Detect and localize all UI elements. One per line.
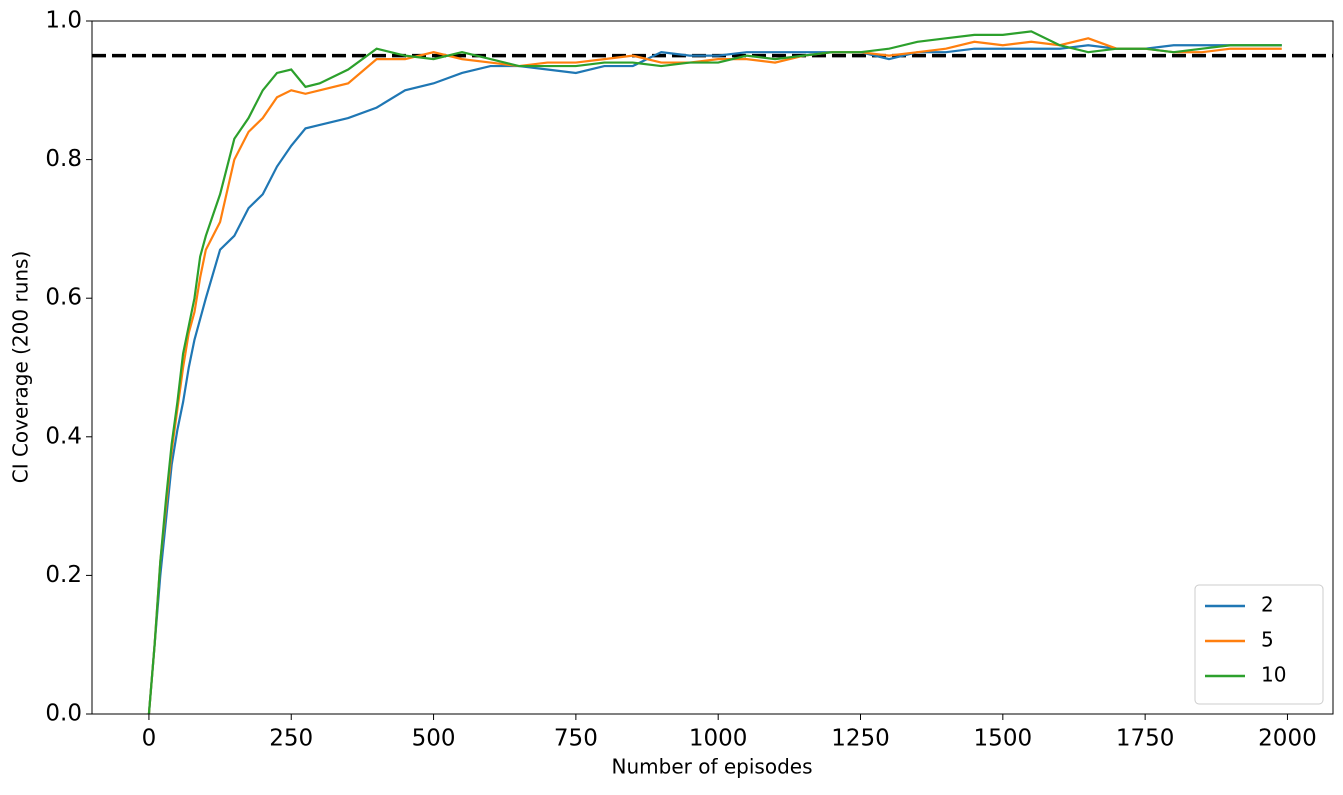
legend-label: 5 <box>1261 628 1274 652</box>
x-tick-label: 750 <box>554 726 598 752</box>
y-tick-label: 0.4 <box>45 423 82 449</box>
series-line <box>147 44 1282 715</box>
y-axis-label: CI Coverage (200 runs) <box>9 251 33 484</box>
x-tick-label: 1750 <box>1116 726 1175 752</box>
y-tick-label: 0.2 <box>45 562 82 588</box>
series-line <box>147 30 1282 715</box>
y-tick-label: 1.0 <box>45 8 82 34</box>
x-tick-label: 1500 <box>974 726 1033 752</box>
legend-label: 2 <box>1261 593 1274 617</box>
series-line <box>147 37 1282 715</box>
x-axis-label: Number of episodes <box>612 755 813 779</box>
y-tick-label: 0.0 <box>45 701 82 727</box>
plot-frame <box>91 20 1334 715</box>
x-tick-label: 250 <box>269 726 313 752</box>
legend-label: 10 <box>1261 663 1286 687</box>
x-tick-label: 500 <box>412 726 456 752</box>
y-tick-label: 0.6 <box>45 285 82 311</box>
y-tick-label: 0.8 <box>45 146 82 172</box>
x-tick-label: 1250 <box>831 726 890 752</box>
legend: 2 5 10 <box>1194 584 1324 705</box>
x-tick-label: 1000 <box>689 726 748 752</box>
x-tick-label: 0 <box>142 726 157 752</box>
legend-box <box>1194 584 1324 705</box>
x-tick-label: 2000 <box>1258 726 1317 752</box>
